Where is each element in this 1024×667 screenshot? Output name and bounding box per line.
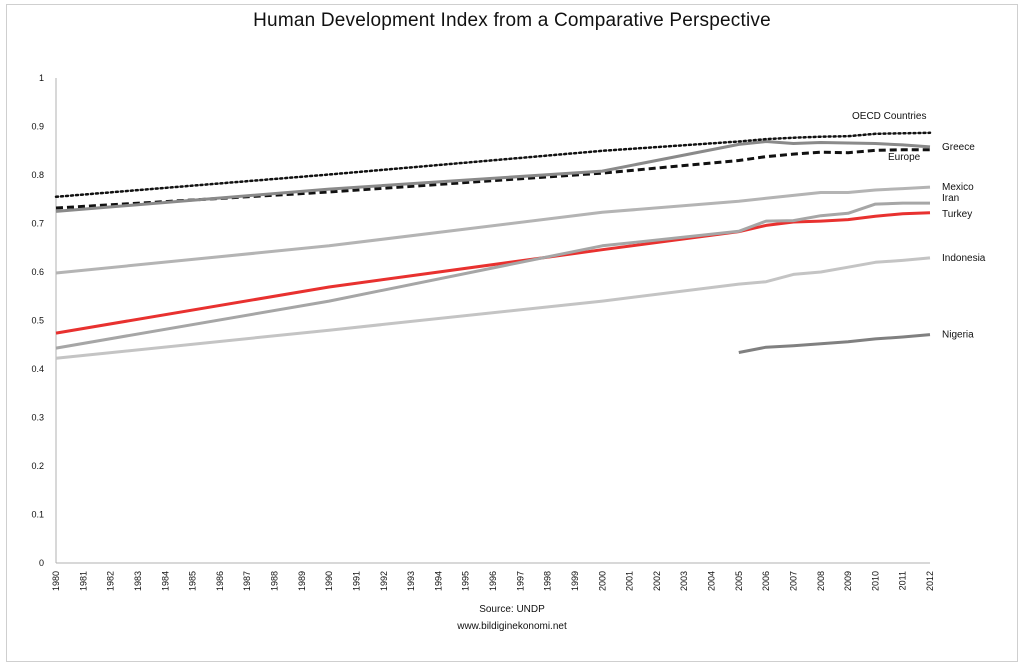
x-tick-label: 2005 [734, 571, 744, 591]
x-tick-label: 1997 [515, 571, 525, 591]
series-label-europe: Europe [888, 152, 921, 163]
y-tick-label: 0.6 [31, 267, 44, 277]
x-tick-label: 2012 [925, 571, 935, 591]
x-tick-label: 1994 [433, 571, 443, 591]
series-label-turkey: Turkey [942, 209, 972, 220]
x-tick-label: 2006 [761, 571, 771, 591]
x-tick-label: 2010 [870, 571, 880, 591]
chart-title: Human Development Index from a Comparati… [253, 10, 771, 31]
y-tick-label: 0.8 [31, 170, 44, 180]
x-tick-label: 2009 [843, 571, 853, 591]
y-tick-label: 0.4 [31, 364, 44, 374]
y-tick-label: 0.1 [31, 510, 44, 520]
x-tick-label: 1991 [351, 571, 361, 591]
series-label-mexico: Mexico [942, 182, 974, 193]
y-tick-label: 1 [39, 73, 44, 83]
x-tick-label: 1989 [297, 571, 307, 591]
x-tick-label: 1999 [570, 571, 580, 591]
series-label-oecd-countries: OECD Countries [852, 111, 926, 122]
x-tick-label: 2007 [788, 571, 798, 591]
y-tick-label: 0.3 [31, 413, 44, 423]
x-tick-label: 2001 [625, 571, 635, 591]
series-line-iran [55, 201, 930, 350]
x-tick-label: 1984 [160, 571, 170, 591]
chart-frame [6, 4, 1018, 662]
y-tick-label: 0.2 [31, 461, 44, 471]
series-line-mexico [55, 185, 931, 275]
x-tick-label: 2000 [597, 571, 607, 591]
x-tick-label: 1998 [543, 571, 553, 591]
series-line-oecd-countries [54, 131, 932, 199]
x-tick-label: 1983 [133, 571, 143, 591]
x-tick-label: 1992 [379, 571, 389, 591]
x-tick-label: 1988 [270, 571, 280, 591]
series-line-indonesia [55, 256, 931, 360]
x-tick-label: 1987 [242, 571, 252, 591]
x-tick-label: 2011 [898, 571, 908, 590]
x-tick-label: 1985 [188, 571, 198, 591]
x-tick-label: 2008 [816, 571, 826, 591]
series-lines [54, 131, 932, 360]
x-tick-label: 1982 [106, 571, 116, 591]
x-tick-label: 2003 [679, 571, 689, 591]
series-label-indonesia: Indonesia [942, 253, 986, 264]
x-tick-label: 1993 [406, 571, 416, 591]
series-label-greece: Greece [942, 142, 975, 153]
series-label-nigeria: Nigeria [942, 330, 974, 341]
website-line: www.bildiginekonomi.net [457, 621, 567, 632]
series-line-nigeria [738, 333, 931, 354]
x-tick-label: 1996 [488, 571, 498, 591]
x-tick-label: 1980 [51, 571, 61, 591]
series-line-europe [55, 148, 930, 210]
x-tick-label: 1990 [324, 571, 334, 591]
y-tick-label: 0 [39, 558, 44, 568]
x-tick-label: 2002 [652, 571, 662, 591]
y-tick-label: 0.7 [31, 219, 44, 229]
series-label-iran: Iran [942, 193, 959, 204]
x-tick-label: 1981 [78, 571, 88, 591]
series-line-greece [55, 140, 931, 213]
y-tick-label: 0.5 [31, 316, 44, 326]
x-tick-label: 2004 [707, 571, 717, 591]
x-tick-label: 1986 [215, 571, 225, 591]
axes: 0 0.1 0.2 0.3 0.4 0.5 0.6 0.7 0.8 0.9 1 1980 1981 198… [31, 73, 935, 591]
x-tick-label: 1995 [461, 571, 471, 591]
y-tick-label: 0.9 [31, 122, 44, 132]
source-line: Source: UNDP [479, 604, 545, 615]
